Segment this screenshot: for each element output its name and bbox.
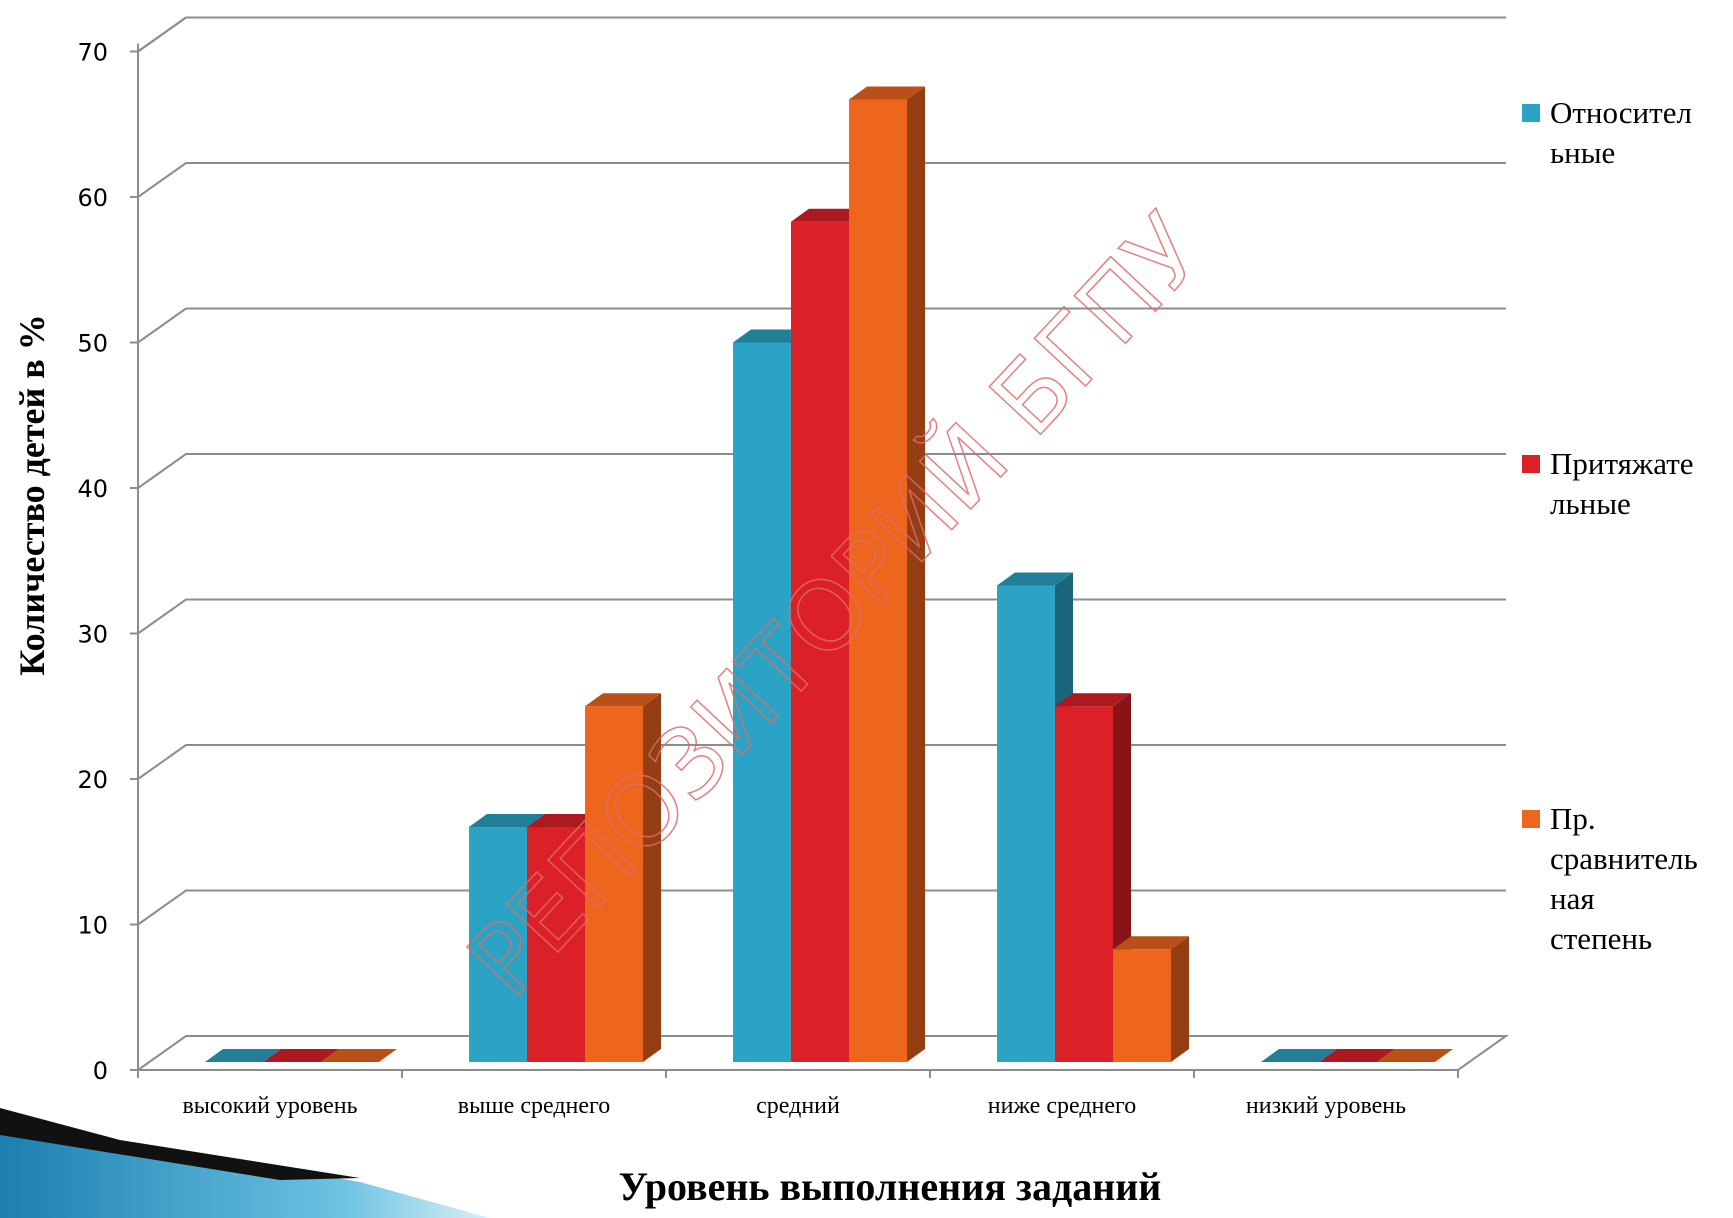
bar-front — [1113, 949, 1171, 1062]
bar-front — [849, 99, 907, 1062]
bar-front — [527, 827, 585, 1062]
bar — [1261, 1049, 1337, 1062]
legend-label: льные — [1550, 486, 1631, 521]
bar-top — [585, 693, 661, 707]
legend-label: Пр. — [1550, 801, 1596, 836]
bar-top — [205, 1049, 281, 1062]
legend-item: Притяжате льные — [1522, 446, 1694, 521]
bar-top — [1055, 693, 1131, 707]
bar-front — [469, 827, 527, 1062]
bar-top — [997, 572, 1073, 586]
bars — [205, 86, 1453, 1063]
bar-top — [1319, 1049, 1395, 1062]
bar-top — [849, 86, 925, 100]
legend-label: Относител — [1550, 95, 1692, 130]
bar-top — [1261, 1049, 1337, 1062]
bar-top — [321, 1049, 397, 1062]
legend-label: ьные — [1550, 135, 1615, 170]
y-axis-label: Количество детей в % — [12, 314, 52, 675]
bar — [1377, 1049, 1453, 1062]
bar-top — [791, 208, 867, 222]
bar-side — [907, 86, 925, 1062]
bar-side — [643, 693, 661, 1062]
legend-label: степень — [1550, 921, 1652, 956]
x-axis-label: Уровень выполнения заданий — [619, 1164, 1162, 1209]
y-tick-label: 40 — [77, 475, 108, 503]
x-tick-label: высокий уровень — [182, 1093, 357, 1119]
bar — [585, 693, 661, 1062]
y-axis-ticks: 0 10 20 30 40 50 60 70 — [77, 39, 138, 1085]
bar — [1113, 936, 1189, 1062]
bar — [263, 1049, 339, 1062]
legend-label: сравнитель — [1550, 841, 1698, 876]
x-tick-label: низкий уровень — [1246, 1093, 1406, 1119]
gridline — [137, 16, 1506, 53]
bar-top — [1377, 1049, 1453, 1062]
bar-top — [733, 329, 809, 343]
bar-front — [585, 706, 643, 1062]
chart-floor — [134, 1035, 1510, 1071]
y-tick-label: 30 — [77, 621, 108, 649]
y-tick-label: 0 — [93, 1057, 108, 1085]
legend-swatch — [1522, 455, 1540, 473]
bar-side — [1171, 936, 1189, 1062]
y-tick-label: 60 — [77, 184, 108, 212]
bar-front — [1055, 706, 1113, 1062]
legend-swatch — [1522, 104, 1540, 122]
x-axis-ticks: высокий уровень выше среднего средний ниже … — [137, 1070, 1459, 1119]
y-tick-label: 70 — [77, 39, 108, 67]
legend-item: Пр. сравнитель ная степень — [1522, 801, 1698, 956]
bar-top — [469, 814, 545, 828]
y-tick-label: 50 — [77, 330, 108, 358]
legend-label: Притяжате — [1550, 446, 1694, 481]
bar — [321, 1049, 397, 1062]
bar-front — [733, 342, 791, 1062]
y-tick-label: 20 — [77, 766, 108, 794]
legend-swatch — [1522, 810, 1540, 828]
bar-top — [1113, 936, 1189, 950]
gridline — [137, 307, 1506, 344]
legend-item: Относител ьные — [1522, 95, 1692, 170]
bar-top — [263, 1049, 339, 1062]
legend-label: ная — [1550, 881, 1595, 916]
bar-front — [791, 221, 849, 1063]
gridline — [137, 453, 1506, 489]
bar — [1319, 1049, 1395, 1062]
bar-top — [527, 814, 603, 828]
x-tick-label: средний — [756, 1093, 840, 1119]
x-tick-label: выше среднего — [458, 1093, 611, 1119]
bar — [849, 86, 925, 1062]
legend: Относител ьные Притяжате льные Пр. сравнитель… — [1522, 95, 1698, 956]
corner-ribbon — [0, 1108, 490, 1218]
x-tick-label: ниже среднего — [988, 1093, 1137, 1119]
bar — [205, 1049, 281, 1062]
gridline — [137, 162, 1506, 198]
y-tick-label: 10 — [77, 912, 108, 940]
bar-front — [997, 585, 1055, 1062]
